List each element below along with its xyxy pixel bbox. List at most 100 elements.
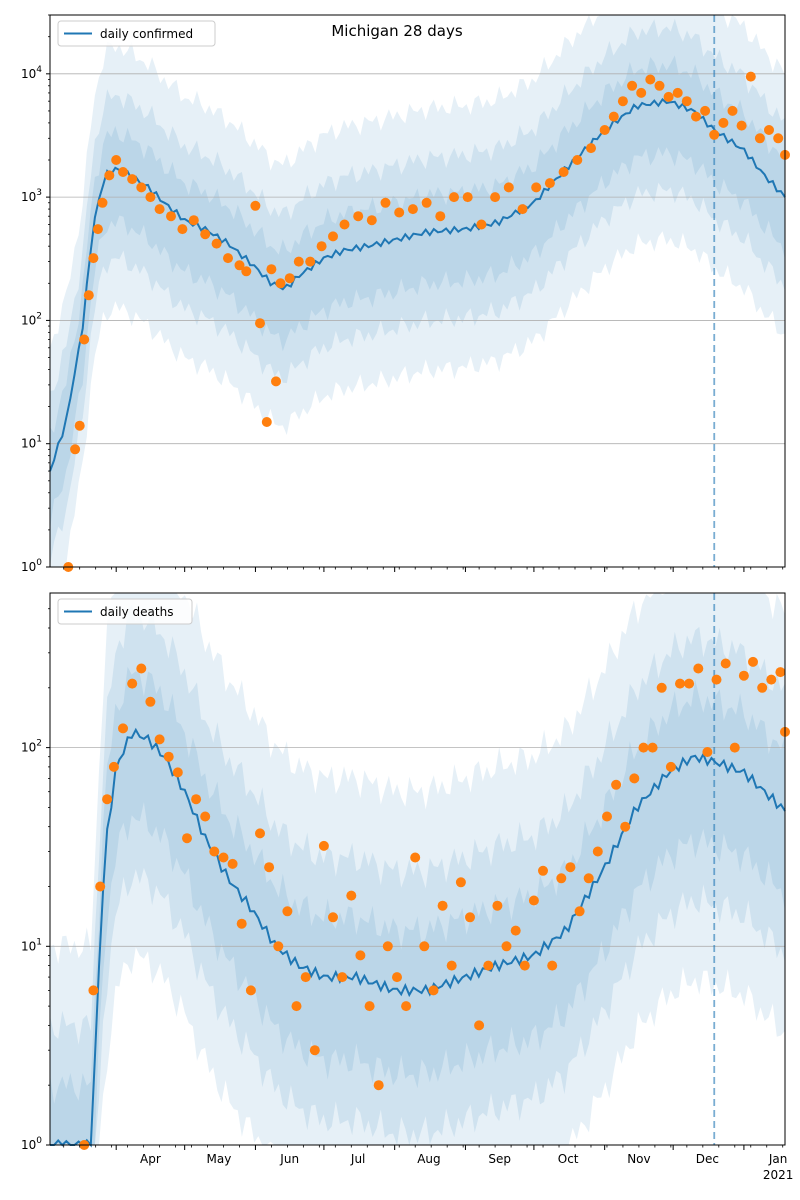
confirmed-data-point [773, 133, 784, 144]
confirmed-data-point [284, 273, 295, 284]
confirmed-data-point [503, 182, 514, 193]
deaths-data-point [656, 682, 667, 693]
confirmed-data-point [462, 192, 473, 203]
confirmed-data-point [234, 260, 245, 271]
confirmed-data-point [200, 229, 211, 240]
confirmed-data-point [74, 420, 85, 431]
confirmed-data-point [223, 253, 233, 264]
confirmed-data-point [293, 256, 304, 267]
confirmed-y-tick-label: 103 [21, 188, 42, 204]
confirmed-data-point [764, 125, 774, 135]
deaths-data-point [163, 751, 174, 762]
deaths-legend-label: daily deaths [100, 605, 173, 619]
confirmed-data-point [261, 417, 272, 427]
deaths-data-point [145, 696, 156, 707]
deaths-data-point [373, 1080, 384, 1091]
confirmed-data-point [177, 224, 188, 235]
deaths-band-1 [50, 604, 785, 1145]
x-tick-label: Jun [279, 1152, 299, 1166]
deaths-y-tick-label: 102 [21, 739, 42, 755]
deaths-data-point [492, 900, 503, 911]
confirmed-data-point [104, 170, 115, 181]
deaths-data-point [748, 656, 758, 667]
confirmed-data-point [394, 207, 405, 218]
deaths-data-point [437, 900, 448, 911]
x-tick-label: Sep [488, 1152, 511, 1166]
confirmed-data-point [572, 155, 583, 165]
confirmed-data-point [339, 219, 350, 230]
deaths-data-point [547, 960, 558, 971]
deaths-data-point [510, 925, 521, 936]
confirmed-plot-frame [49, 14, 786, 568]
deaths-data-point [209, 846, 220, 857]
confirmed-data-point [83, 290, 94, 301]
deaths-data-point [118, 723, 128, 734]
confirmed-data-point [700, 105, 711, 116]
confirmed-data-point [709, 129, 720, 140]
confirmed-band-0 [50, 15, 785, 567]
deaths-data-point [291, 1001, 302, 1012]
confirmed-y-tick-label: 100 [21, 558, 42, 574]
x-tick-label: Aug [417, 1152, 440, 1166]
deaths-data-point [182, 833, 192, 844]
deaths-data-point [711, 674, 722, 685]
deaths-data-point [191, 794, 202, 805]
deaths-chart-panel: 100 101 102 Apr May Jun Jul Aug Sep Oct Nov Dec Jan… [21, 592, 793, 1182]
deaths-data-point [282, 906, 293, 917]
confirmed-data-point [754, 133, 765, 144]
confirmed-data-point [92, 224, 103, 235]
confirmed-data-point [645, 74, 656, 85]
confirmed-data-point [727, 105, 738, 116]
confirmed-data-point [736, 120, 747, 131]
deaths-data-point [401, 1001, 412, 1012]
confirmed-data-point [718, 117, 729, 128]
deaths-data-point [318, 840, 329, 851]
deaths-data-point [102, 794, 113, 805]
x-tick-label: Nov [627, 1152, 650, 1166]
deaths-data-point [273, 941, 284, 952]
deaths-median-line [50, 727, 786, 1148]
confirmed-data-point [681, 96, 692, 107]
deaths-data-point [264, 862, 275, 873]
confirmed-data-point [188, 215, 199, 226]
deaths-data-point [757, 682, 768, 693]
confirmed-band-1 [50, 18, 785, 567]
deaths-data-point [127, 678, 138, 689]
deaths-data-point [738, 670, 749, 681]
deaths-data-point [218, 852, 229, 863]
confirmed-data-point [586, 143, 596, 154]
deaths-data-point [88, 985, 99, 996]
confirmed-data-point [79, 334, 90, 345]
confirmed-data-point [250, 200, 261, 211]
deaths-data-point [446, 960, 457, 971]
deaths-data-point [720, 658, 731, 669]
confirmed-data-point [380, 197, 391, 208]
deaths-data-point [702, 747, 713, 757]
confirmed-data-point [421, 197, 432, 208]
confirmed-legend-label: daily confirmed [100, 27, 193, 41]
deaths-data-point [775, 667, 786, 678]
confirmed-legend: daily confirmed [57, 20, 216, 47]
deaths-data-point [364, 1001, 375, 1012]
deaths-data-point [592, 846, 603, 857]
confirmed-data-point [136, 182, 147, 193]
confirmed-data-point [166, 211, 176, 222]
confirmed-data-point [127, 174, 138, 185]
deaths-observations [79, 656, 790, 1150]
deaths-data-point [729, 742, 740, 753]
deaths-data-point [392, 972, 402, 983]
deaths-y-tick-label: 101 [21, 937, 42, 953]
deaths-data-point [337, 972, 348, 983]
deaths-data-point [108, 761, 119, 772]
confirmed-y-axis: 100 101 102 103 104 [21, 14, 50, 574]
deaths-data-point [255, 828, 265, 839]
deaths-data-point [519, 960, 530, 971]
confirmed-data-point [255, 318, 265, 329]
confirmed-data-point [476, 219, 487, 230]
deaths-band-2 [50, 666, 785, 1145]
confirmed-data-point [663, 91, 674, 102]
deaths-series-line [50, 727, 786, 1148]
deaths-band-0 [50, 593, 785, 1145]
confirmed-y-tick-label: 101 [21, 435, 42, 451]
